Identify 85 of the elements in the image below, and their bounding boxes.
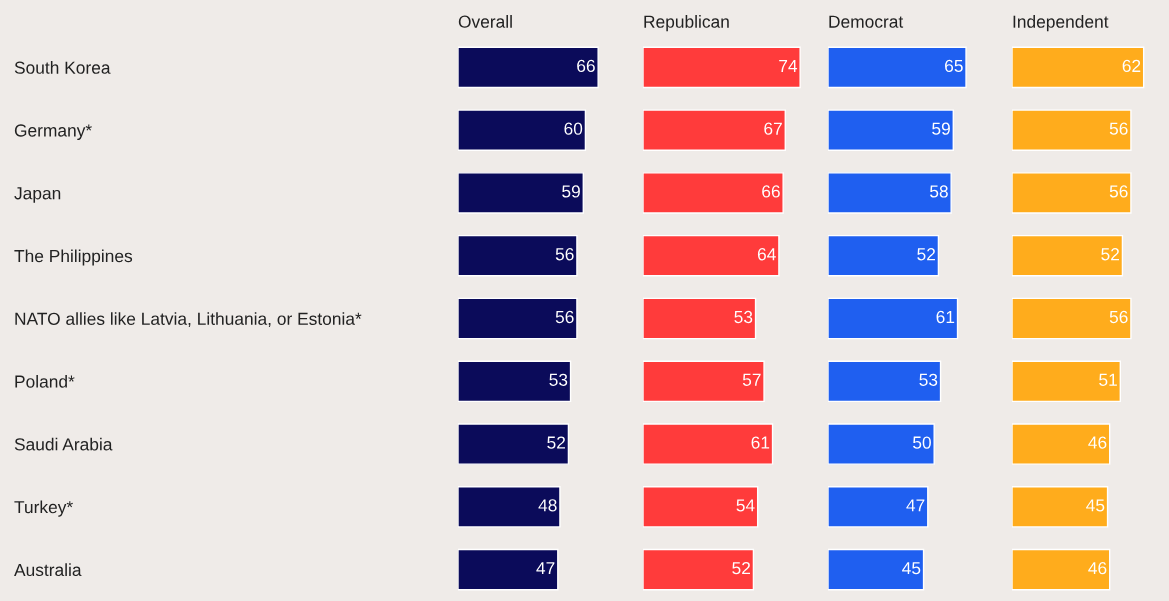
bar	[1012, 423, 1111, 465]
y-tick-label: Saudi Arabia	[14, 437, 113, 451]
bar	[1012, 486, 1109, 528]
data-label: 56	[1109, 122, 1128, 135]
bar	[828, 46, 967, 89]
bar	[828, 234, 940, 277]
data-label: 56	[555, 310, 574, 324]
data-label: 62	[1122, 59, 1141, 73]
y-tick-label: South Korea	[14, 61, 111, 74]
data-label: 52	[547, 436, 566, 449]
data-label: 52	[1101, 248, 1120, 261]
bar	[1012, 297, 1132, 340]
bar	[828, 360, 942, 403]
data-label: 50	[913, 436, 931, 449]
bar	[458, 109, 587, 151]
bar	[1012, 46, 1145, 89]
data-label: 64	[757, 248, 776, 261]
bar	[1012, 548, 1111, 591]
data-label: 74	[779, 59, 798, 72]
y-tick-label: Poland*	[15, 374, 75, 388]
data-label: 45	[1086, 499, 1105, 512]
data-label: 54	[736, 499, 755, 512]
data-label: 67	[764, 122, 782, 135]
bar	[643, 172, 784, 214]
data-label: 47	[906, 499, 925, 512]
data-label: 61	[936, 310, 955, 324]
data-label: 51	[1099, 373, 1117, 386]
bar	[1012, 172, 1132, 214]
bar	[643, 360, 765, 403]
bar	[458, 297, 578, 340]
data-label: 59	[562, 185, 580, 198]
y-tick-label: Turkey*	[14, 500, 73, 517]
data-label: 56	[555, 248, 574, 261]
data-label: 66	[762, 185, 780, 198]
chart-title: Independent	[1013, 15, 1109, 32]
data-label: 58	[930, 185, 948, 198]
y-tick-label: NATO allies like Latvia, Lithuania, or Estonia*	[15, 312, 362, 328]
data-label: 56	[1109, 310, 1128, 324]
bar	[458, 172, 584, 214]
bar	[643, 46, 801, 89]
bar	[643, 234, 780, 277]
bar	[1012, 109, 1132, 151]
data-label: 66	[577, 59, 595, 73]
data-label: 46	[1088, 561, 1107, 575]
y-tick-label: Germany*	[14, 124, 92, 141]
bar	[828, 423, 935, 465]
data-label: 57	[742, 373, 761, 386]
bar	[458, 548, 559, 591]
bar	[458, 46, 599, 89]
y-tick-label: Japan	[14, 187, 61, 203]
bar	[828, 109, 954, 151]
data-label: 60	[564, 122, 583, 135]
y-tick-label: The Philippines	[14, 249, 133, 266]
data-label: 65	[945, 59, 963, 73]
chart-title: Overall	[458, 15, 512, 28]
data-label: 52	[917, 248, 936, 261]
data-label: 59	[932, 122, 950, 135]
data-label: 53	[549, 373, 568, 386]
bar	[458, 360, 572, 403]
bar	[643, 109, 786, 151]
data-label: 48	[538, 499, 557, 512]
data-label: 46	[1088, 436, 1107, 449]
data-label: 53	[734, 310, 753, 324]
bar	[458, 423, 570, 465]
bar	[1012, 234, 1124, 277]
bar	[1012, 360, 1121, 403]
bar	[828, 548, 925, 591]
bar	[828, 172, 952, 214]
bar	[828, 297, 959, 340]
bar	[643, 548, 755, 591]
chart-title: Republican	[644, 15, 729, 32]
data-label: 56	[1109, 185, 1128, 198]
bar	[643, 297, 757, 340]
data-label: 52	[732, 561, 751, 575]
data-label: 53	[919, 373, 938, 386]
bar	[458, 234, 578, 277]
bar	[643, 486, 759, 528]
data-label: 45	[902, 562, 921, 575]
bar	[458, 486, 561, 528]
bar	[828, 486, 929, 528]
y-tick-label: Australia	[14, 563, 82, 577]
data-label: 47	[536, 562, 555, 575]
chart-title: Democrat	[829, 15, 904, 28]
bar	[643, 423, 774, 465]
data-label: 61	[751, 436, 770, 449]
